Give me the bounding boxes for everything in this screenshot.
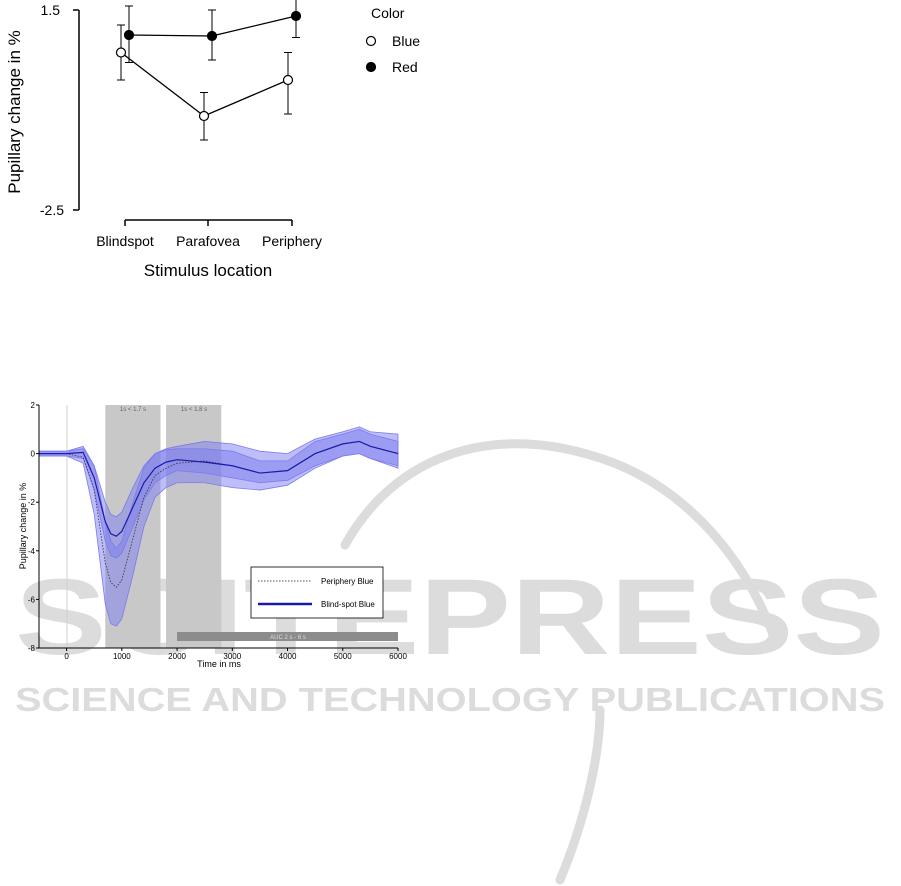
legend-label-blue: Blue (392, 33, 420, 49)
confidence-band-2 (38, 428, 399, 559)
legend-marker-blue (365, 35, 377, 47)
y-tick-label-bottom: -2.5 (40, 202, 64, 218)
legend-title: Color (371, 5, 405, 21)
x-axis-label: Stimulus location (144, 261, 273, 280)
y-tick-label: -4 (28, 547, 36, 556)
data-point-red (123, 29, 135, 41)
data-point-red (206, 30, 218, 42)
x-tick-label: 6000 (389, 652, 407, 661)
x-tick-label-blindspot: Blindspot (96, 233, 154, 249)
y-axis-label: Pupillary change in % (5, 30, 24, 193)
data-point-blue (115, 47, 127, 58)
y-tick-label-top: 1.5 (41, 2, 61, 18)
y-tick-label: -6 (28, 595, 36, 604)
legend-label-periphery: Periphery Blue (321, 577, 374, 586)
watermark-sub-text: SCIENCE AND TECHNOLOGY PUBLICATIONS (15, 681, 885, 718)
axis-ticks: 0 1000 2000 3000 4000 5000 6000 2 0 -2 -4 -6 -8 (28, 401, 408, 661)
x-tick-label: 5000 (334, 652, 352, 661)
shaded-region-2 (166, 405, 222, 648)
x-tick-label: 2000 (168, 652, 186, 661)
x-tick-label: 3000 (223, 652, 241, 661)
data-point-red (290, 10, 302, 22)
legend-marker-red (365, 61, 377, 73)
auc-bar (177, 632, 398, 641)
auc-bar-label: AUC 2 s - 6 s (270, 635, 306, 641)
series-group (115, 0, 302, 141)
x-tick-label: 1000 (113, 652, 131, 661)
legend-box (250, 566, 384, 619)
data-point-blue (198, 110, 210, 122)
legend-label-red: Red (392, 59, 418, 75)
x-tick-label-parafovea: Parafovea (176, 233, 240, 249)
confidence-bands (38, 426, 399, 627)
y-tick-label: -2 (28, 498, 36, 507)
x-tick-label: 0 (64, 652, 69, 661)
series-lines (39, 440, 399, 588)
data-point-blue (282, 74, 294, 86)
y-tick-label: -8 (28, 644, 36, 653)
y-tick-label: 2 (31, 401, 36, 410)
x-tick-label: 4000 (279, 652, 297, 661)
series-line-blind-spot-blue (39, 440, 399, 537)
y-axis-label: Pupillary change in % (18, 483, 28, 570)
region-label-1: 1s < 1.7 s (120, 407, 146, 413)
x-tick-label-periphery: Periphery (262, 233, 322, 249)
legend-label-blindspot: Blind-spot Blue (321, 600, 375, 609)
y-tick-label: 0 (31, 450, 36, 459)
x-axis-label: Time in ms (197, 659, 241, 669)
watermark-swoosh-icon (340, 439, 780, 885)
region-label-2: 1s < 1.8 s (181, 407, 207, 413)
